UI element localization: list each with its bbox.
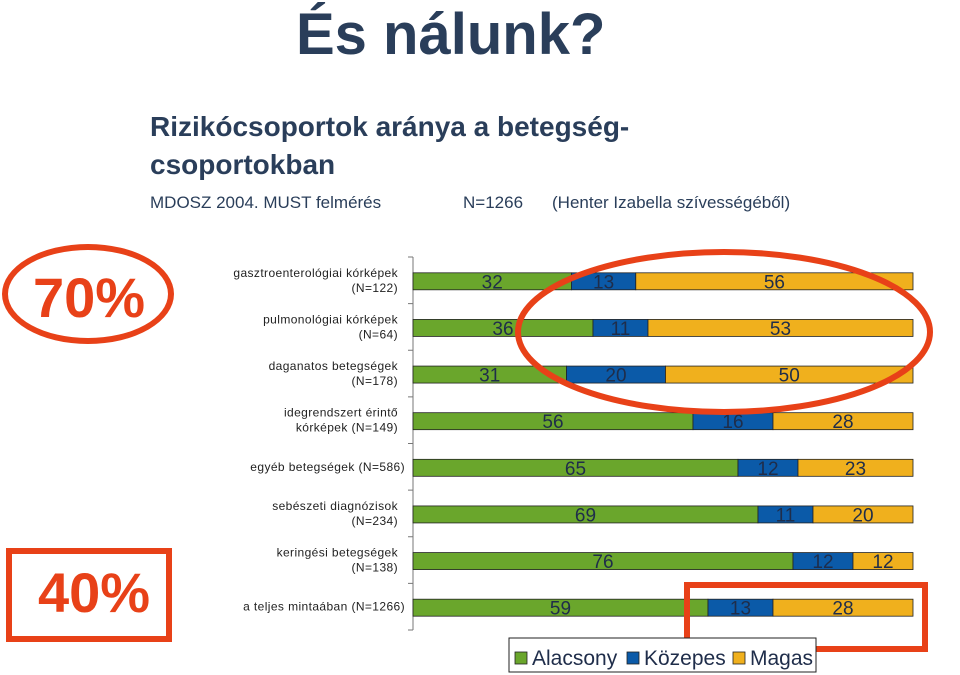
data-label: 11: [776, 505, 796, 526]
data-label: 36: [492, 319, 513, 340]
data-label: 59: [550, 599, 571, 620]
legend-box: [508, 637, 817, 673]
data-label: 11: [611, 319, 631, 340]
data-label: 13: [593, 272, 614, 293]
bar-magas-2: [647, 319, 914, 337]
legend-label-magas: Magas: [750, 647, 813, 670]
category-label: (N=234): [352, 514, 399, 528]
data-label: 32: [482, 272, 503, 293]
highlight-ellipse: [515, 249, 933, 415]
data-label: 31: [479, 366, 500, 387]
bar-magas-5: [797, 458, 914, 477]
data-label: 12: [812, 552, 833, 573]
meta-source: MDOSZ 2004. MUST felmérés: [150, 193, 382, 212]
callout-70-percent: 70%: [32, 266, 146, 329]
bar-magas-1: [635, 272, 914, 291]
bar-magas-3: [665, 365, 914, 384]
category-label: (N=138): [352, 561, 399, 575]
data-label: 56: [542, 412, 563, 433]
data-label: 69: [575, 505, 596, 526]
slide-subtitle: Rizikócsoportok aránya a betegség-csopor…: [150, 111, 630, 180]
legend-label-alacsony: Alacsony: [532, 647, 618, 670]
data-label: 12: [872, 552, 893, 573]
data-label: 50: [779, 366, 800, 387]
category-label: pulmonológiai kórképek: [263, 312, 398, 326]
category-label: gasztroenterológiai kórképek: [233, 266, 398, 280]
category-label: egyéb betegségek (N=586): [250, 460, 405, 474]
callout-40-box: [6, 548, 172, 642]
data-label: 13: [730, 599, 751, 620]
legend-swatch-alacsony: [514, 651, 528, 665]
data-label: 53: [770, 319, 791, 340]
legend-swatch-közepes: [626, 651, 640, 665]
category-label: daganatos betegségek: [269, 359, 399, 373]
category-label: (N=122): [352, 281, 399, 295]
data-label: 65: [565, 459, 586, 480]
category-label: kórképek (N=149): [296, 421, 398, 435]
bar-magas-7: [852, 552, 914, 570]
category-label: idegrendszert érintő: [284, 406, 398, 420]
bar-magas-6: [812, 505, 914, 524]
data-label: 28: [832, 412, 853, 433]
data-label: 56: [764, 272, 785, 293]
data-label: 28: [832, 599, 853, 620]
data-label: 16: [722, 412, 743, 433]
meta-sample-size: N=1266: [463, 193, 524, 212]
data-label: 20: [605, 366, 626, 387]
bar-magas-8: [772, 598, 914, 617]
meta-credit: (Henter Izabella szívességéből): [552, 193, 791, 212]
category-label: (N=64): [359, 327, 398, 341]
category-label: a teljes mintaában (N=1266): [243, 600, 405, 614]
data-label: 76: [592, 552, 613, 573]
data-label: 12: [757, 459, 778, 480]
legend-label-közepes: Közepes: [644, 647, 726, 670]
callout-40-percent: 40%: [37, 561, 151, 624]
bar-magas-4: [772, 412, 914, 431]
data-label: 23: [845, 459, 866, 480]
legend-swatch-magas: [732, 651, 746, 665]
slide-title: És nálunk?: [296, 2, 606, 67]
data-label: 20: [852, 505, 873, 526]
category-label: keringési betegségek: [277, 546, 399, 560]
callout-70-ellipse: [2, 244, 174, 344]
category-label: (N=178): [352, 374, 399, 388]
category-label: sebészeti diagnózisok: [272, 499, 398, 513]
